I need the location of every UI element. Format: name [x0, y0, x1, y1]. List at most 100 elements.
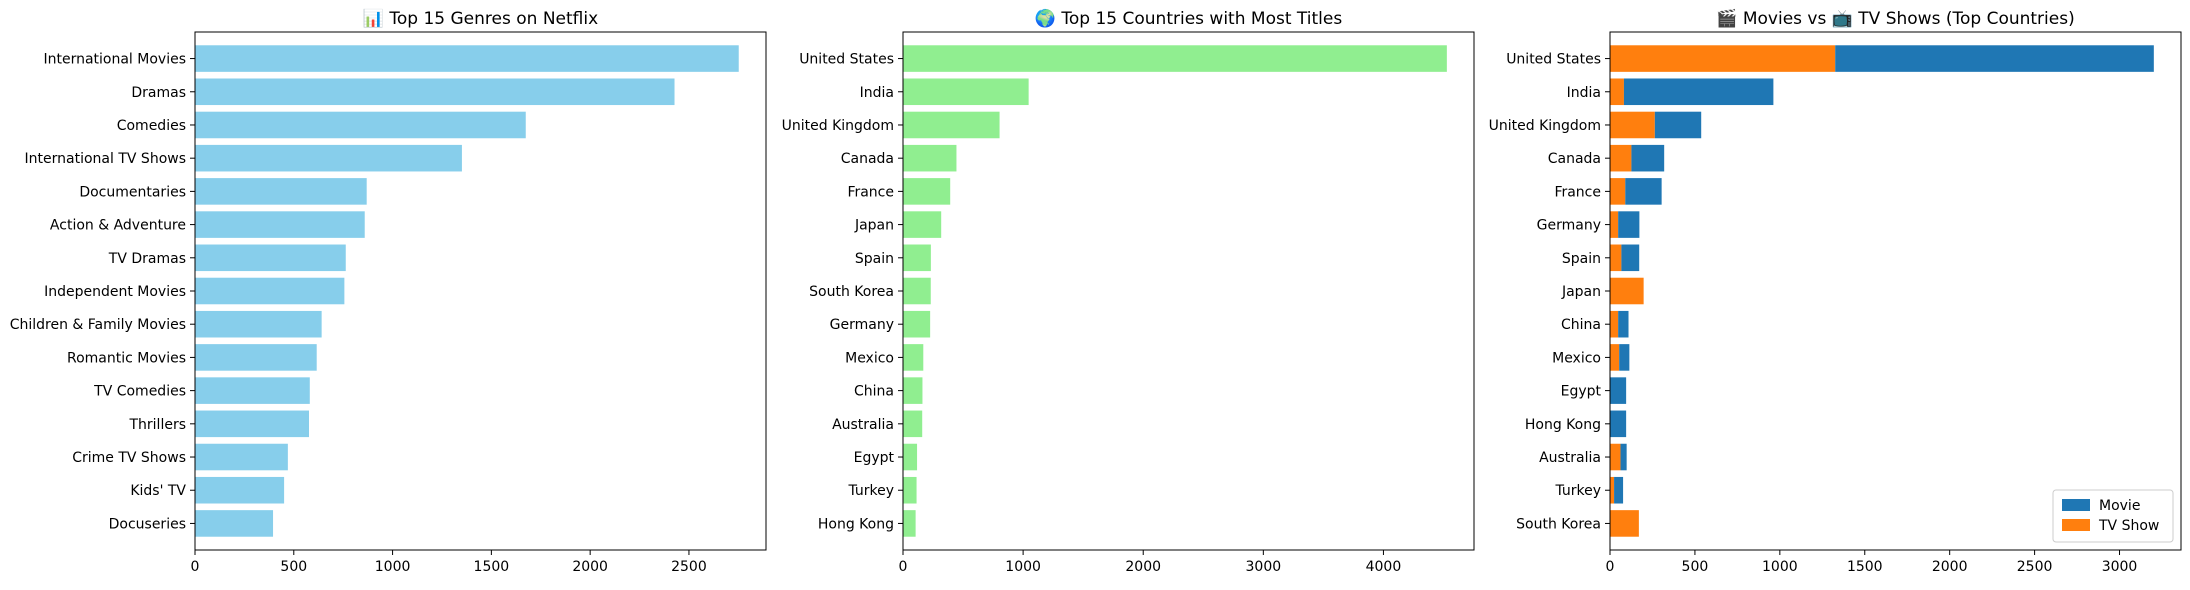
bar-tv-show	[1610, 510, 1639, 537]
x-tick-label: 4000	[1366, 559, 1402, 575]
bar-movie	[1835, 45, 2154, 72]
bar-movie	[1610, 377, 1627, 404]
bar-tv-show	[1610, 78, 1624, 106]
genres-chart-title: 📊 Top 15 Genres on Netflix	[363, 8, 598, 29]
bar-movie	[1623, 78, 1774, 106]
bar-tv-show	[1610, 45, 1836, 72]
genres-chart: 📊 Top 15 Genres on Netflix International…	[10, 8, 767, 575]
x-tick-label: 1000	[1005, 559, 1041, 575]
x-tick-label: 1000	[1762, 559, 1798, 575]
y-tick-label: South Korea	[809, 284, 894, 300]
y-tick-label: Turkey	[1554, 483, 1601, 499]
bar	[195, 111, 526, 139]
y-tick-label: Egypt	[854, 450, 895, 466]
bar	[903, 344, 924, 371]
y-tick-label: Canada	[841, 151, 894, 167]
bar-tv-show	[1610, 144, 1632, 172]
y-tick-label: France	[847, 184, 894, 200]
y-tick-label: United Kingdom	[1489, 118, 1601, 134]
bar-tv-show	[1610, 178, 1626, 205]
y-tick-label: Germany	[1537, 218, 1601, 234]
bar-movie	[1619, 344, 1630, 371]
x-tick-label: 1500	[474, 559, 510, 575]
bar	[903, 211, 942, 238]
x-tick-label: 500	[280, 559, 307, 575]
y-tick-label: Canada	[1548, 151, 1601, 167]
y-tick-label: China	[854, 384, 894, 400]
y-axis: International Movies Dramas Comedies Intern…	[10, 52, 195, 532]
bar	[195, 310, 322, 338]
y-tick-label: TV Dramas	[108, 251, 186, 267]
bar	[903, 310, 931, 338]
y-tick-label: International TV Shows	[25, 151, 186, 167]
bar	[903, 144, 957, 172]
bar	[195, 211, 365, 238]
y-tick-label: Australia	[1539, 450, 1601, 466]
legend-label: TV Show	[2098, 518, 2159, 534]
movies-vs-tv-chart-title: 🎬 Movies vs 📺 TV Shows (Top Countries)	[1716, 8, 2074, 29]
x-tick-label: 2500	[2017, 559, 2053, 575]
bar	[195, 277, 345, 305]
y-tick-label: Spain	[1562, 251, 1601, 267]
bar-movie	[1614, 476, 1624, 504]
y-tick-label: France	[1554, 184, 1601, 200]
x-axis: 0 1000 2000 3000 4000	[899, 550, 1402, 575]
y-tick-label: Children & Family Movies	[10, 317, 186, 333]
bar	[195, 178, 367, 205]
bar-movie	[1631, 144, 1665, 172]
x-tick-label: 1000	[375, 559, 411, 575]
x-tick-label: 3000	[1246, 559, 1282, 575]
bar	[903, 78, 1029, 106]
bar	[903, 277, 931, 305]
axes-frame	[902, 31, 1475, 551]
countries-chart-title: 🌍 Top 15 Countries with Most Titles	[1035, 8, 1343, 29]
y-tick-label: Crime TV Shows	[72, 450, 186, 466]
bar	[195, 476, 285, 504]
y-tick-label: International Movies	[43, 52, 186, 68]
y-tick-label: India	[1567, 85, 1601, 101]
bar-tv-show	[1610, 244, 1622, 272]
y-tick-label: Mexico	[1552, 350, 1601, 366]
bar	[195, 344, 317, 371]
y-tick-label: Kids' TV	[130, 483, 186, 499]
y-tick-label: Romantic Movies	[67, 350, 186, 366]
y-tick-label: Germany	[830, 317, 894, 333]
bar-tv-show	[1610, 310, 1619, 338]
bar	[903, 45, 1447, 72]
bars	[195, 45, 739, 537]
x-tick-label: 2500	[671, 559, 707, 575]
y-axis: United States India United Kingdom Canada Fr…	[1489, 52, 1610, 532]
bar	[903, 377, 923, 404]
y-tick-label: TV Comedies	[93, 384, 186, 400]
y-tick-label: South Korea	[1516, 516, 1601, 532]
bar-movie	[1620, 443, 1627, 471]
y-tick-label: Spain	[855, 251, 894, 267]
legend-swatch	[2062, 519, 2090, 531]
bar	[195, 377, 310, 404]
bars	[903, 45, 1447, 537]
x-tick-label: 0	[1606, 559, 1615, 575]
y-tick-label: Hong Kong	[818, 516, 894, 532]
bar	[195, 510, 274, 537]
axes-frame	[1609, 31, 2182, 551]
movies-vs-tv-chart: 🎬 Movies vs 📺 TV Shows (Top Countries) U…	[1489, 8, 2182, 575]
y-tick-label: Dramas	[131, 85, 186, 101]
legend: Movie TV Show	[2052, 489, 2174, 543]
y-tick-label: Action & Adventure	[50, 218, 186, 234]
bar-movie	[1618, 310, 1629, 338]
bar	[903, 443, 918, 471]
bar	[903, 410, 923, 438]
y-tick-label: Mexico	[845, 350, 894, 366]
y-tick-label: Thrillers	[128, 417, 186, 433]
bar-tv-show	[1610, 443, 1621, 471]
y-tick-label: Japan	[1561, 284, 1601, 300]
x-tick-label: 2000	[1125, 559, 1161, 575]
bar-movie	[1621, 244, 1640, 272]
x-tick-label: 0	[899, 559, 908, 575]
bar-tv-show	[1610, 111, 1655, 139]
y-tick-label: Hong Kong	[1525, 417, 1601, 433]
bar	[903, 244, 931, 272]
bar	[195, 443, 288, 471]
bar-movie	[1654, 111, 1702, 139]
y-tick-label: Independent Movies	[44, 284, 186, 300]
